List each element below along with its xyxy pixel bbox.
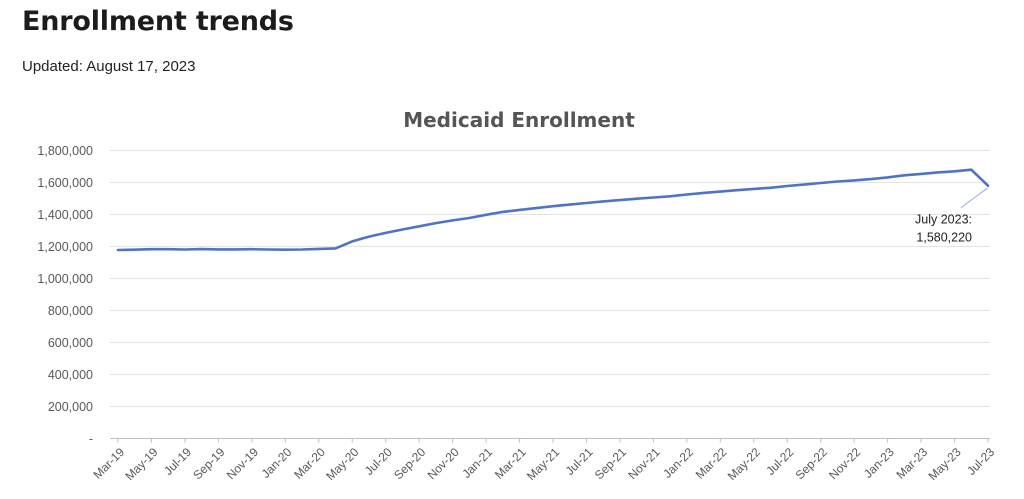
chart-title: Medicaid Enrollment [403, 108, 635, 132]
y-tick-label: 1,600,000 [37, 176, 93, 190]
x-tick-label: Mar-23 [893, 445, 930, 482]
x-tick-label: Jul-20 [362, 445, 395, 478]
y-tick-label: 1,800,000 [37, 144, 93, 158]
x-tick-label: Nov-19 [224, 445, 261, 482]
x-tick-label: Nov-20 [425, 445, 462, 482]
x-tick-label: Sep-22 [793, 445, 830, 482]
enrollment-series-line [116, 168, 990, 252]
x-tick-label: Jan-21 [459, 445, 495, 481]
x-tick-label: Nov-21 [625, 445, 662, 482]
x-tick-label: Mar-20 [291, 445, 328, 482]
annotation-label: July 2023: [915, 213, 972, 227]
x-tick-label: Jul-19 [161, 445, 194, 478]
x-tick-label: Sep-19 [190, 445, 227, 482]
y-tick-label: 200,000 [48, 400, 93, 414]
x-tick-label: Mar-22 [693, 445, 730, 482]
x-tick-label: Sep-21 [592, 445, 629, 482]
x-tick-label: May-20 [323, 445, 361, 483]
y-tick-label: - [89, 432, 93, 446]
x-tick-label: Jan-23 [861, 445, 897, 481]
updated-date: Updated: August 17, 2023 [22, 58, 196, 75]
x-tick-label: Jul-22 [763, 445, 796, 478]
y-tick-label: 1,200,000 [37, 240, 93, 254]
x-tick-label: Mar-21 [492, 445, 529, 482]
y-axis: - 200,000 400,000 600,000 800,000 1,000,000 1,… [37, 144, 93, 446]
y-tick-label: 1,400,000 [37, 208, 93, 222]
medicaid-enrollment-chart: Medicaid Enrollment - 200,000 400,000 600,0… [37, 108, 997, 483]
x-tick-label: Mar-19 [90, 445, 127, 482]
x-tick-label: May-23 [926, 445, 964, 483]
x-tick-label: Jul-23 [964, 445, 997, 478]
annotation-leader [960, 187, 989, 209]
x-tick-label: Jan-22 [660, 445, 696, 481]
x-tick-label: Nov-22 [826, 445, 863, 482]
annotation-layer: July 2023: 1,580,220 [915, 187, 989, 245]
x-tick-label: May-21 [524, 445, 562, 483]
x-tick-label: May-19 [122, 445, 160, 483]
annotation-value: 1,580,220 [916, 231, 972, 245]
y-tick-label: 600,000 [48, 336, 93, 350]
series-layer [116, 168, 990, 252]
x-tick-label: Jan-20 [259, 445, 295, 481]
grid-layer [110, 150, 990, 439]
x-tick-label: Jul-21 [563, 445, 596, 478]
y-tick-label: 400,000 [48, 368, 93, 382]
y-tick-label: 1,000,000 [37, 272, 93, 286]
page-title: Enrollment trends [22, 6, 294, 37]
y-tick-label: 800,000 [48, 304, 93, 318]
x-tick-label: Sep-20 [391, 445, 428, 482]
x-tick-label: May-22 [725, 445, 763, 483]
